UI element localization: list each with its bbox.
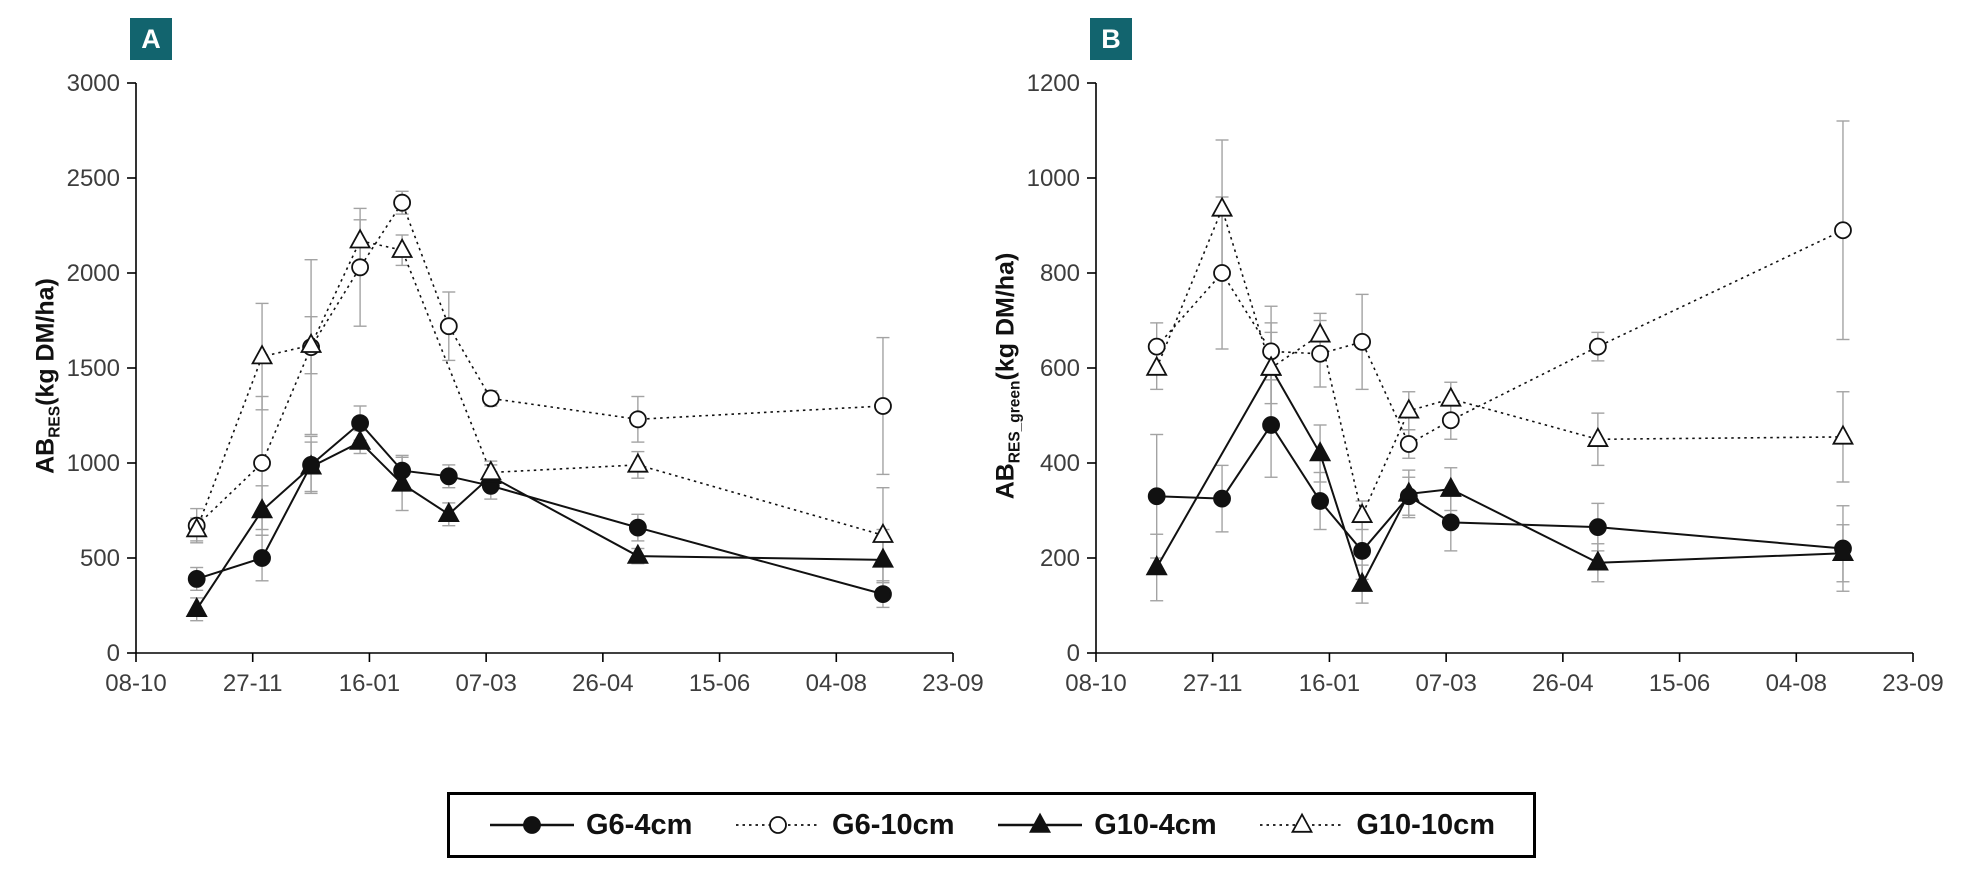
chart-b: 0 200 400 600 800 1000 1200 08-10 27-11 16-01 07-0… (1027, 70, 1944, 697)
panel-b-badge: B (1090, 18, 1132, 60)
svg-text:23-09: 23-09 (1882, 670, 1943, 697)
svg-text:15-06: 15-06 (1649, 670, 1710, 697)
panel-a: A ABRES(kg DM/ha) 0 500 1000 1500 2000 2500 30… (18, 8, 984, 723)
legend-item-g10-10cm: G10-10cm (1258, 809, 1495, 842)
svg-text:07-03: 07-03 (455, 670, 516, 697)
legend-marker-filled-circle-icon (490, 816, 574, 834)
legend-label: G10-4cm (1094, 808, 1217, 841)
svg-text:1500: 1500 (67, 355, 120, 382)
legend-box: G6-4cm G6-10cm G10-4cm G10-10cm (447, 792, 1536, 858)
svg-text:1000: 1000 (67, 450, 120, 477)
svg-text:26-04: 26-04 (1532, 670, 1593, 697)
svg-text:1000: 1000 (1027, 165, 1080, 192)
legend-label: G10-10cm (1356, 808, 1495, 841)
legend-marker-open-triangle-icon (1260, 812, 1345, 833)
legend-item-g6-10cm: G6-10cm (734, 809, 955, 842)
svg-text:23-09: 23-09 (922, 670, 983, 697)
legend-item-g10-4cm: G10-4cm (996, 809, 1217, 842)
svg-text:26-04: 26-04 (572, 670, 633, 697)
svg-text:0: 0 (107, 640, 120, 667)
svg-text:400: 400 (1040, 450, 1080, 477)
svg-text:3000: 3000 (67, 70, 120, 97)
svg-text:27-11: 27-11 (1183, 670, 1243, 697)
svg-text:07-03: 07-03 (1415, 670, 1476, 697)
svg-text:15-06: 15-06 (689, 670, 750, 697)
svg-text:04-08: 04-08 (1766, 670, 1827, 697)
svg-text:2000: 2000 (67, 260, 120, 287)
legend-marker-open-circle-icon (736, 816, 821, 834)
legend-label: G6-10cm (832, 808, 955, 841)
svg-text:27-11: 27-11 (223, 670, 283, 697)
svg-text:0: 0 (1067, 640, 1080, 667)
svg-text:16-01: 16-01 (1299, 670, 1360, 697)
svg-text:600: 600 (1040, 355, 1080, 382)
panel-b: B ABRES_green(kg DM/ha) 0 200 400 600 800 100… (978, 8, 1944, 723)
svg-text:04-08: 04-08 (806, 670, 867, 697)
legend-item-g6-4cm: G6-4cm (488, 809, 692, 842)
legend-marker-filled-triangle-icon (998, 812, 1083, 833)
svg-text:1200: 1200 (1027, 70, 1080, 97)
legend-label: G6-4cm (586, 808, 693, 841)
svg-text:16-01: 16-01 (339, 670, 400, 697)
chart-a: 0 500 1000 1500 2000 2500 3000 08-10 27-11 16-01 0… (67, 70, 984, 697)
svg-text:2500: 2500 (67, 165, 120, 192)
svg-text:800: 800 (1040, 260, 1080, 287)
svg-text:500: 500 (80, 545, 120, 572)
svg-text:08-10: 08-10 (105, 670, 166, 697)
panel-a-badge: A (130, 18, 172, 60)
svg-text:08-10: 08-10 (1065, 670, 1126, 697)
svg-text:200: 200 (1040, 545, 1080, 572)
